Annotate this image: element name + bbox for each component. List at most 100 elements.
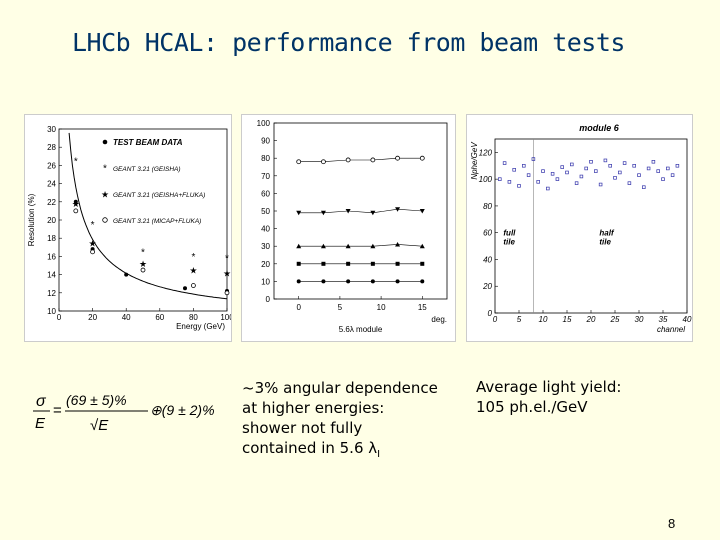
plot1-fit-curve <box>68 132 228 300</box>
formula-rhs-num: (69 ± 5)% <box>66 392 127 408</box>
plot3-title: module 6 <box>579 123 620 133</box>
plot1-point <box>183 286 187 291</box>
plot3-ytick-label: 120 <box>479 148 493 157</box>
plot1-legend-marker <box>102 217 108 223</box>
plot1-xtick-label: 100 <box>220 313 231 322</box>
plot2-point <box>419 243 425 249</box>
plot2-point <box>395 207 401 212</box>
resolution-plot: 10 12 14 16 18 20 22 24 26 28 30 0 20 40 60 80 100Energy… <box>24 114 234 342</box>
plot3-point <box>666 166 670 171</box>
plot3-point <box>536 180 540 184</box>
plot2-point <box>395 261 400 266</box>
plot1-ytick-label: 20 <box>47 216 56 225</box>
plot2-point <box>345 209 351 214</box>
plot3-point <box>651 160 656 164</box>
plot1-xtick-label: 40 <box>122 313 131 322</box>
angular-line-3: shower not fully <box>242 419 363 437</box>
plot2-point <box>370 261 375 266</box>
plot1-point <box>190 283 196 288</box>
plot2-point <box>395 155 400 161</box>
plot1-point <box>140 267 146 273</box>
plot2-xunit: deg. <box>431 315 447 324</box>
plot3-annotation: full <box>503 228 516 237</box>
plot3-point <box>675 164 680 168</box>
yield-line-2: 105 ph.el./GeV <box>476 398 588 416</box>
resolution-formula: σ E = (69 ± 5)% √E ⊕(9 ± 2)% <box>30 384 230 436</box>
plot3-point <box>574 181 579 185</box>
plot2-ytick-label: 90 <box>261 137 270 146</box>
plot1-ytick-label: 12 <box>47 289 56 298</box>
plot3-point <box>632 164 636 168</box>
plot1-legend-marker: * <box>103 164 107 175</box>
plot3-point <box>637 173 641 177</box>
angular-plot: 0 10 20 30 40 50 60 70 80 90 100 0 5 10 15 5.6λ module d… <box>241 114 456 342</box>
plot3-xtick-label: 30 <box>635 315 644 324</box>
plot2-point <box>395 241 401 247</box>
plot2-point <box>345 157 351 163</box>
plot3-point <box>646 166 651 171</box>
plot3-xtick-label: 40 <box>683 315 692 324</box>
light-yield-text: Average light yield: 105 ph.el./GeV <box>476 377 696 417</box>
plot1-point: * <box>74 156 78 167</box>
plot2-ytick-label: 60 <box>261 189 270 198</box>
plot1-xtick-label: 0 <box>57 313 62 322</box>
plot3-point <box>618 170 622 175</box>
plot2-point <box>346 261 351 266</box>
plot1-point: * <box>91 220 95 231</box>
plot3-point <box>550 172 555 176</box>
plot3-point <box>608 164 612 168</box>
plot2-ytick-label: 80 <box>261 154 270 163</box>
plot3-point <box>517 184 521 188</box>
plot2-point <box>370 279 375 284</box>
plot2-point <box>296 159 302 165</box>
plot1-point: * <box>141 247 145 258</box>
plot3-ytick-label: 60 <box>483 229 492 238</box>
plot1-legend-marker <box>102 139 108 145</box>
plot2-xtick-label: 0 <box>296 303 301 312</box>
plot1-point <box>90 249 95 255</box>
plot1-point: ★ <box>223 268 231 278</box>
plot1-ytick-label: 14 <box>47 271 56 280</box>
plot3-xtick-label: 35 <box>659 315 668 324</box>
plot3-point <box>502 161 507 165</box>
plot3-frame <box>494 138 688 314</box>
yield-line-1: Average light yield: <box>476 378 622 396</box>
plot3-point <box>627 181 632 185</box>
plot1-ytick-label: 24 <box>47 180 56 189</box>
plot3-point <box>565 170 569 175</box>
plot3-point <box>570 162 574 167</box>
plot1-ytick-label: 18 <box>47 234 56 243</box>
plot1-ytick-label: 26 <box>47 161 56 170</box>
formula-rhs-den: √E <box>90 417 109 434</box>
formula-tail: ⊕(9 ± 2)% <box>150 402 215 418</box>
plot1-legend-label: GEANT 3.21 (MICAP+FLUKA) <box>113 218 201 225</box>
plot2-ytick-label: 10 <box>261 277 270 286</box>
plot3-ytick-label: 40 <box>483 255 492 264</box>
plot1-xlabel: Energy (GeV) <box>176 322 225 331</box>
plot2-point <box>346 279 351 284</box>
plot2-point <box>296 243 302 249</box>
plot3-point <box>594 169 598 173</box>
plot2-point <box>370 157 376 163</box>
plot3-point <box>584 166 588 171</box>
plot1-point: * <box>191 252 195 263</box>
plot3-point <box>507 180 512 184</box>
plot3-point <box>661 177 665 181</box>
plot1-point <box>73 208 79 214</box>
plot3-point <box>541 169 545 173</box>
plot3-point <box>589 160 593 164</box>
plot1-legend-label: GEANT 3.21 (GEISHA+FLUKA) <box>113 192 205 199</box>
plot3-point <box>603 158 608 163</box>
plot1-ytick-label: 10 <box>47 307 56 316</box>
light-yield-plot: module 6 0 20 40 60 80 100 120 0 5 10 15 20 25 30 35 40 c… <box>466 114 693 342</box>
plot1-point: ★ <box>89 238 97 248</box>
plot2-point <box>345 243 351 249</box>
plot3-ytick-label: 80 <box>483 202 492 211</box>
plot2-point <box>370 210 376 216</box>
plot2-point <box>320 210 326 216</box>
plot2-point <box>321 261 326 266</box>
plot2-ytick-label: 40 <box>261 225 270 234</box>
plot2-ytick-label: 30 <box>261 242 270 251</box>
plot1-ytick-label: 30 <box>47 125 56 134</box>
